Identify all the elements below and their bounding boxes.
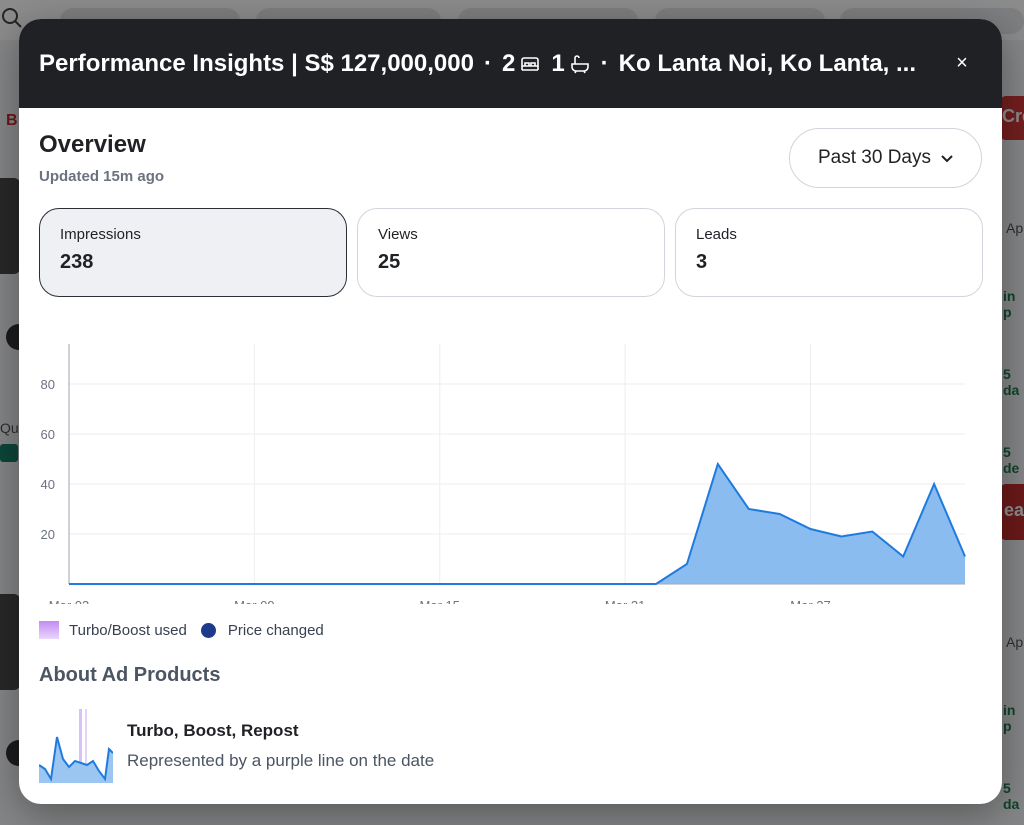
listing-location: Ko Lanta Noi, Ko Lanta, ... — [618, 49, 917, 77]
y-tick-label: 40 — [41, 477, 55, 492]
stat-value: 238 — [60, 251, 94, 273]
stat-card-impressions[interactable]: Impressions 238 — [39, 208, 347, 297]
product-name: Turbo, Boost, Repost — [127, 721, 299, 740]
background-label: 5 da — [1003, 780, 1020, 812]
x-tick-label: Mar 21 — [605, 598, 645, 604]
background-label: 5 de — [1003, 444, 1020, 476]
bath-icon — [569, 53, 591, 75]
price-legend-label: Price changed — [227, 621, 324, 639]
bathroom-count: 1 — [551, 49, 565, 77]
stat-value: 3 — [696, 251, 708, 273]
stat-label: Impressions — [60, 226, 141, 243]
chart-svg: 20 40 60 80 Mar 03 Mar 09 Mar 15 Mar 21 Mar 27 — [41, 344, 966, 613]
price-legend-dot — [200, 622, 216, 638]
stat-label: Leads — [696, 226, 737, 243]
modal-title: Performance Insights | S$ 127,000,000 · … — [39, 50, 939, 78]
x-tick-label: Mar 03 — [49, 598, 89, 604]
bed-icon — [519, 53, 541, 75]
chevron-down-icon — [941, 147, 953, 169]
stat-card-views[interactable]: Views 25 — [357, 208, 665, 297]
modal-header: Performance Insights | S$ 127,000,000 · … — [19, 19, 1002, 108]
x-tick-label: Mar 09 — [234, 598, 274, 604]
date-range-label: Past 30 Days — [818, 147, 931, 168]
background-label: 5 da — [1003, 366, 1020, 398]
updated-timestamp: Updated 15m ago — [39, 168, 165, 185]
overview-title: Overview — [39, 131, 146, 158]
listing-thumbnail[interactable] — [0, 594, 20, 690]
turbo-legend-label: Turbo/Boost used — [69, 621, 187, 639]
background-label: Ap — [1006, 634, 1024, 650]
x-tick-label: Mar 27 — [790, 598, 830, 604]
impressions-line — [69, 461, 966, 585]
listing-action-button[interactable]: ea — [1000, 484, 1024, 540]
x-tick-label: Mar 15 — [420, 598, 460, 604]
close-button[interactable]: × — [956, 52, 968, 74]
title-separator: · — [483, 49, 492, 77]
sparkline-icon — [38, 709, 114, 783]
stat-card-leads[interactable]: Leads 3 — [675, 208, 983, 297]
y-tick-label: 20 — [41, 527, 55, 542]
y-tick-label: 80 — [41, 377, 55, 392]
turbo-legend-swatch — [39, 621, 59, 639]
background-label: in p — [1003, 288, 1016, 320]
background-label: in p — [1003, 702, 1016, 734]
y-tick-label: 60 — [41, 427, 55, 442]
about-ad-products-title: About Ad Products — [39, 664, 221, 686]
status-badge — [0, 444, 18, 462]
background-label: B — [6, 112, 18, 129]
title-prefix: Performance Insights | S$ 127,000,000 — [39, 49, 474, 77]
stat-label: Views — [378, 226, 418, 243]
performance-insights-modal: Performance Insights | S$ 127,000,000 · … — [19, 19, 1002, 804]
listing-thumbnail[interactable] — [0, 178, 20, 274]
create-button[interactable]: Cre — [1000, 96, 1024, 140]
impressions-area — [69, 464, 965, 584]
impressions-chart: 20 40 60 80 Mar 03 Mar 09 Mar 15 Mar 21 Mar 27 — [19, 314, 1002, 613]
chart-legend: Turbo/Boost used Price changed — [39, 621, 324, 639]
date-range-dropdown[interactable]: Past 30 Days — [789, 128, 982, 188]
stat-value: 25 — [378, 251, 401, 273]
bedroom-count: 2 — [501, 49, 516, 77]
product-description: Represented by a purple line on the date — [127, 751, 435, 770]
background-label: Ap — [1006, 220, 1024, 236]
title-separator: · — [600, 49, 609, 77]
